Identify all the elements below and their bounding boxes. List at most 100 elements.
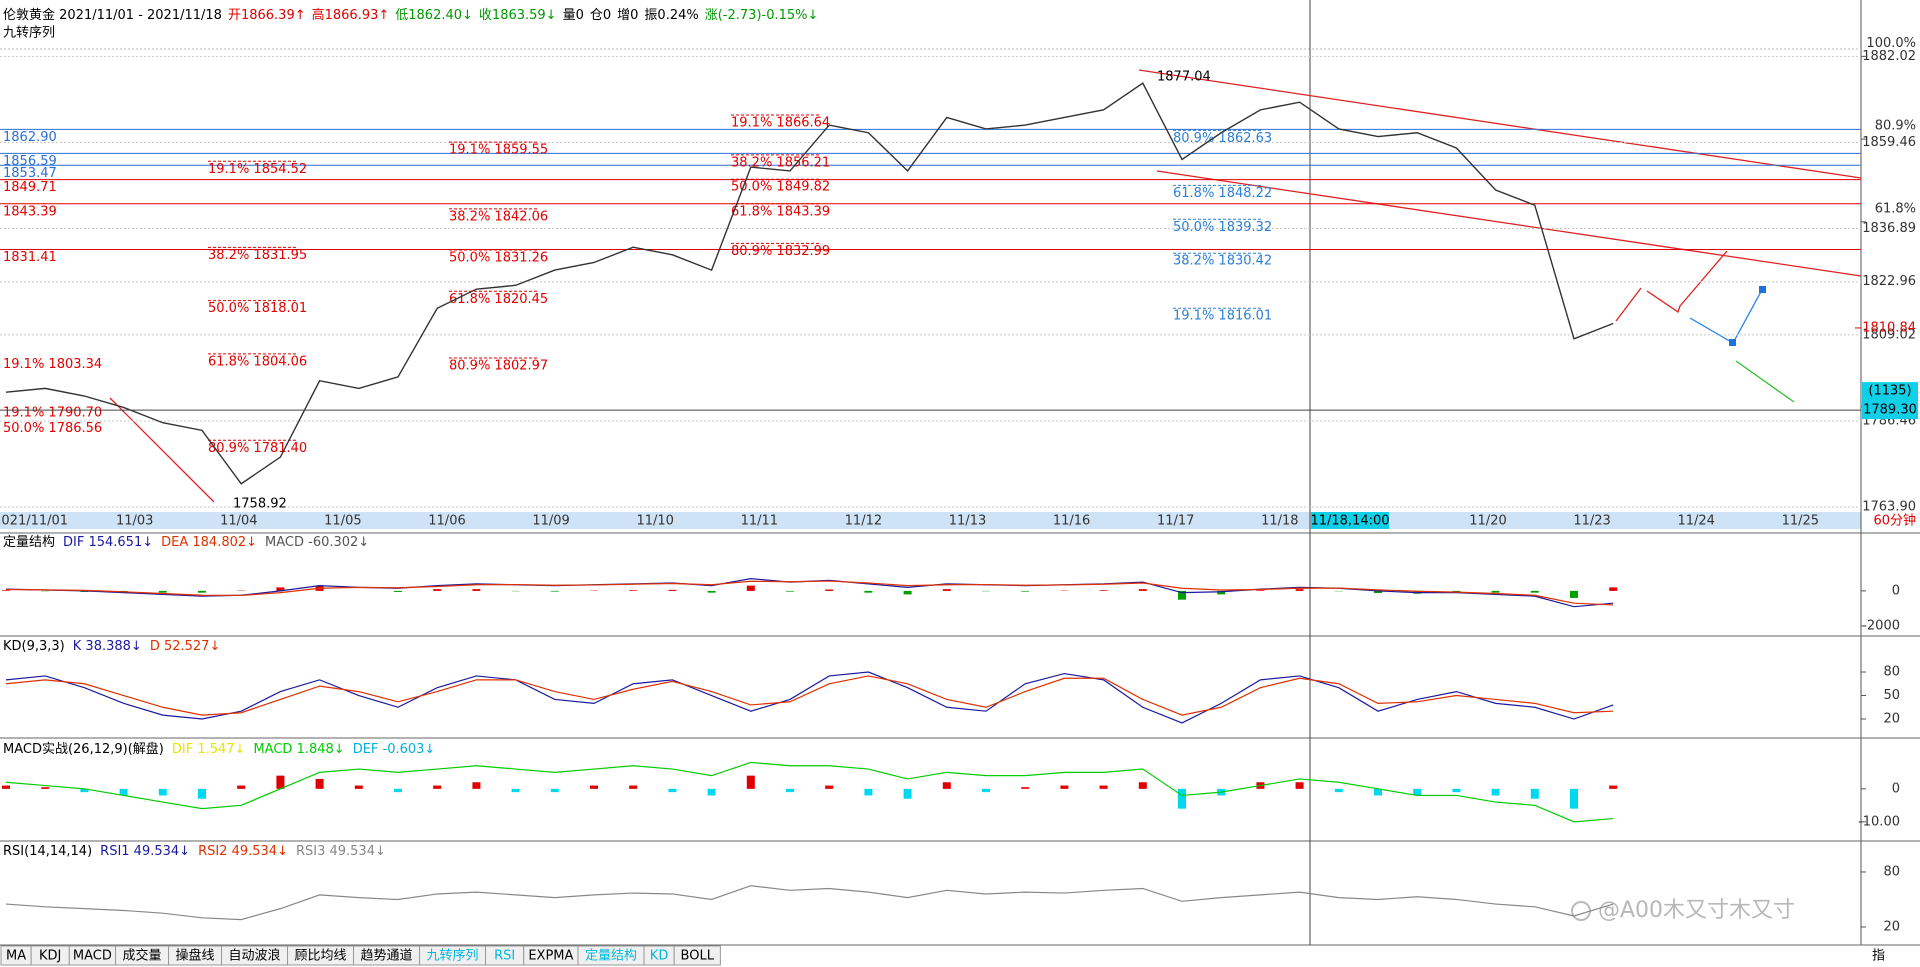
fib-label: 19.1% 1803.34 bbox=[3, 357, 102, 372]
histogram-bar bbox=[1609, 785, 1618, 789]
fib-label: 38.2% 1842.06 bbox=[449, 209, 548, 224]
tab-label[interactable]: MACD bbox=[73, 949, 112, 964]
high-label: 1877.04 bbox=[1157, 70, 1211, 85]
forecast-arrow bbox=[1689, 317, 1734, 344]
tab-right[interactable]: 指 bbox=[1872, 949, 1885, 964]
panel-header: RSI(14,14,14) RSI1 49.534↓ RSI2 49.534↓ RSI… bbox=[3, 844, 386, 859]
tab-label[interactable]: BOLL bbox=[681, 949, 715, 964]
histogram-bar bbox=[707, 590, 716, 593]
histogram-bar bbox=[394, 590, 402, 592]
y-tick-label: 1822.96 bbox=[1862, 274, 1916, 289]
tab-label[interactable]: EXPMA bbox=[528, 949, 573, 964]
histogram-bar bbox=[629, 590, 638, 591]
panel-header: KD(9,3,3) K 38.388↓ D 52.527↓ bbox=[3, 639, 220, 654]
period-label: 60分钟 bbox=[1873, 513, 1916, 529]
histogram-bar bbox=[1138, 782, 1147, 789]
histogram-bar bbox=[41, 787, 50, 789]
histogram-bar bbox=[825, 785, 834, 789]
histogram-bar bbox=[394, 788, 402, 793]
header-title: 伦敦黄金 2021/11/01 - 2021/11/18 bbox=[3, 7, 222, 23]
tab-label[interactable]: 顾比均线 bbox=[295, 949, 347, 964]
panel-header-item: RSI(14,14,14) bbox=[3, 844, 92, 859]
cursor-price-box bbox=[1862, 382, 1918, 420]
x-tick-label: 11/20 bbox=[1469, 514, 1506, 529]
fib-label: 19.1% 1790.70 bbox=[3, 405, 102, 420]
histogram-bar bbox=[629, 785, 638, 789]
header-item: 收1863.59↓ bbox=[479, 8, 557, 23]
forecast-arrow bbox=[1679, 250, 1728, 307]
tab-label[interactable]: 自动波浪 bbox=[229, 949, 281, 964]
panel-header-item: DEF -0.603↓ bbox=[353, 742, 436, 757]
fib-label: 80.9% 1781.40 bbox=[208, 441, 307, 456]
header-item: 仓0 bbox=[590, 8, 611, 23]
histogram-bar bbox=[276, 587, 285, 591]
fib-label: 61.8% 1848.22 bbox=[1173, 186, 1272, 201]
tab-label[interactable]: 定量结构 bbox=[585, 949, 637, 964]
histogram-bar bbox=[1295, 589, 1304, 591]
fib-label: 61.8% 1843.39 bbox=[731, 204, 830, 219]
fib-label: 50.0% 1786.56 bbox=[3, 421, 102, 436]
tab-label[interactable]: MA bbox=[6, 949, 26, 964]
tab-label[interactable]: KD bbox=[650, 949, 669, 964]
level-label: 1862.90 bbox=[3, 130, 57, 145]
y2-tick-label: 61.8% bbox=[1875, 201, 1916, 216]
histogram-bar bbox=[354, 785, 363, 789]
tab-label[interactable]: 趋势通道 bbox=[361, 948, 413, 964]
panel-header-item: DEA 184.802↓ bbox=[161, 535, 257, 550]
y2-tick-label: 80.9% bbox=[1875, 119, 1916, 134]
tab-label[interactable]: 操盘线 bbox=[176, 948, 215, 964]
histogram-bar bbox=[1374, 590, 1382, 593]
panel-header-item: RSI2 49.534↓ bbox=[198, 844, 288, 859]
y-tick-label: 80 bbox=[1883, 665, 1900, 680]
histogram-bar bbox=[590, 785, 598, 789]
histogram-bar bbox=[1374, 788, 1382, 796]
histogram-bar bbox=[1295, 782, 1304, 789]
histogram-bar bbox=[1021, 590, 1030, 592]
tab[interactable] bbox=[673, 945, 721, 966]
histogram-bar bbox=[1491, 788, 1500, 796]
x-tick-label: 11/18 bbox=[1261, 514, 1298, 529]
last-price: 1810.84 bbox=[1862, 320, 1916, 335]
histogram-bar bbox=[315, 778, 324, 789]
histogram-bar bbox=[707, 788, 716, 796]
histogram-bar bbox=[825, 589, 834, 591]
panel-header-item: MACD实战(26,12,9)(解盘) bbox=[3, 741, 164, 757]
histogram-bar bbox=[1217, 590, 1226, 595]
histogram-bar bbox=[472, 782, 481, 789]
x-tick-label: 11/04 bbox=[220, 514, 257, 529]
histogram-bar bbox=[1413, 788, 1422, 796]
histogram-bar bbox=[1021, 787, 1030, 789]
y-tick-label: 20 bbox=[1883, 712, 1900, 727]
histogram-bar bbox=[550, 788, 559, 793]
forecast-arrow bbox=[1615, 287, 1642, 322]
panel-header-item: RSI1 49.534↓ bbox=[100, 844, 190, 859]
trend-line bbox=[1138, 69, 1862, 179]
indicator-line bbox=[5, 675, 1614, 716]
histogram-bar bbox=[472, 589, 481, 591]
x-tick-label: 11/16 bbox=[1053, 514, 1090, 529]
histogram-bar bbox=[511, 788, 520, 793]
histogram-bar bbox=[668, 788, 677, 793]
tab-label[interactable]: KDJ bbox=[39, 949, 61, 964]
histogram-bar bbox=[158, 590, 167, 593]
forecast-point bbox=[1759, 286, 1766, 293]
header-item: 涨(-2.73)-0.15%↓ bbox=[705, 8, 819, 23]
forecast-arrow bbox=[1732, 287, 1764, 344]
x-tick-label: 11/17 bbox=[1157, 514, 1194, 529]
histogram-bar bbox=[433, 785, 442, 789]
histogram-bar bbox=[1178, 590, 1186, 600]
tab-label[interactable]: RSI bbox=[494, 949, 515, 964]
header-item: 振0.24% bbox=[644, 8, 698, 23]
histogram-bar bbox=[1256, 590, 1265, 591]
tab-label[interactable]: 成交量 bbox=[123, 948, 162, 964]
indicator-line bbox=[5, 580, 1614, 606]
tab-label[interactable]: 九转序列 bbox=[427, 949, 479, 964]
fib-label: 19.1% 1859.55 bbox=[449, 143, 548, 158]
histogram-bar bbox=[1178, 788, 1186, 809]
header: 伦敦黄金 2021/11/01 - 2021/11/18 开1866.39↑ 高18… bbox=[3, 7, 818, 23]
panel-header-item: MACD -60.302↓ bbox=[265, 535, 369, 550]
trend-lines bbox=[109, 69, 1862, 503]
